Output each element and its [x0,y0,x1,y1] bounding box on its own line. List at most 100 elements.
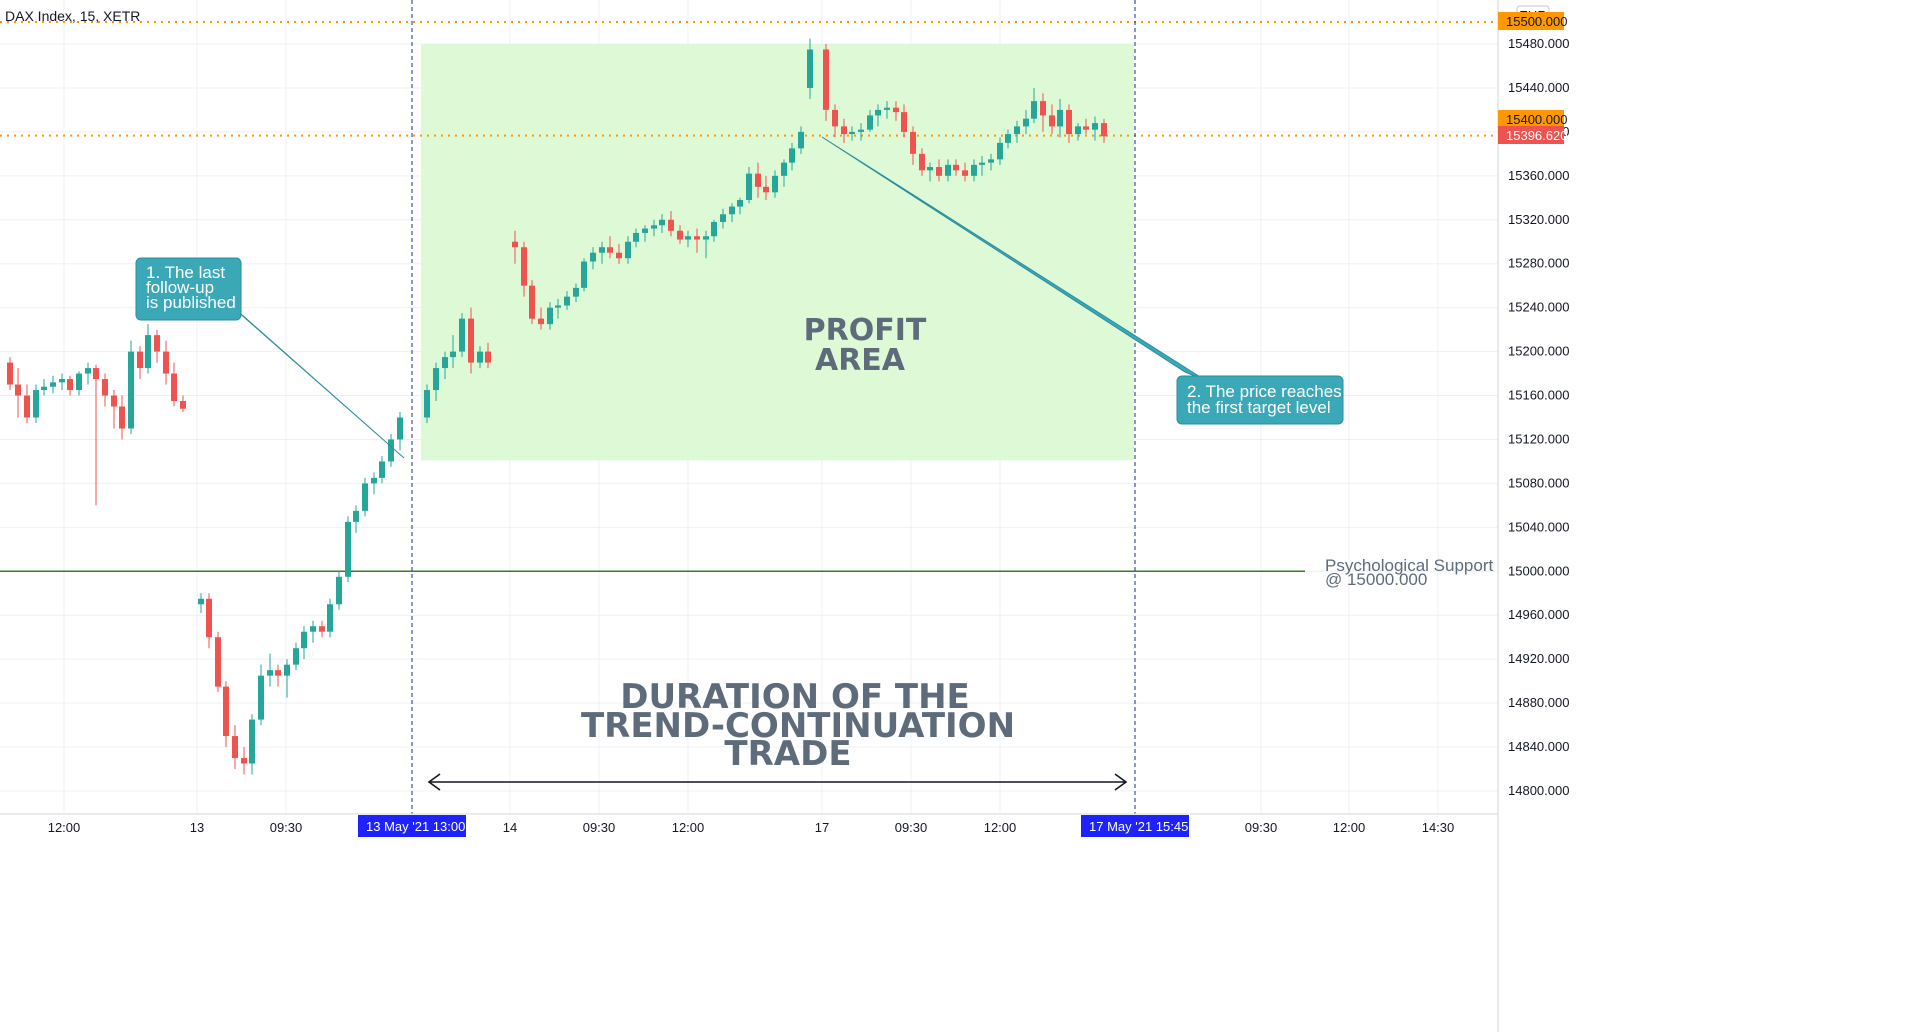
candle-body [988,159,994,163]
callout-follow-up[interactable]: 1. The last follow-up is published [135,257,405,459]
candle-body [867,115,873,130]
candle-body [171,373,177,402]
candle-body [936,167,942,176]
candle-body [763,186,769,193]
candle-body [685,236,691,240]
candle-body [336,576,342,605]
candle-body [371,477,377,484]
candle-body [841,126,847,135]
candle-body [310,626,316,632]
candle-body [789,148,795,163]
candle-body [67,379,73,391]
time-tick-label: 12:00 [672,820,705,835]
candle-body [1101,123,1107,137]
candle-body [823,49,829,110]
candle-body [154,335,160,352]
candle-body [1057,109,1063,127]
candle-body [945,164,951,176]
candle-body [198,598,204,605]
duration-label-line1: DURATION OF THE [620,677,970,717]
candle-body [345,521,351,577]
candle-body [485,351,491,363]
price-tick-label: 15480.000 [1508,36,1569,51]
candle-body [111,395,117,407]
price-tick-label: 14960.000 [1508,607,1569,622]
candle-body [703,236,709,240]
candle-body [1049,115,1055,127]
price-tick-label: 15160.000 [1508,388,1569,403]
candle-body [729,206,735,215]
candle-body [893,107,899,113]
candle-body [633,232,639,242]
duration-arrow [427,773,1128,791]
candle-body [301,631,307,649]
candle-body [267,670,273,676]
candle-body [1066,109,1072,135]
time-tick-label: 09:30 [583,820,616,835]
candle-body [521,247,527,286]
price-tick-label: 14920.000 [1508,651,1569,666]
candle-body [755,173,761,187]
support-label-line1: Psychological Support [1325,556,1493,575]
candle-body [512,241,518,248]
callout-target-reached[interactable]: 2. The price reaches the first target le… [821,136,1344,425]
candle-body [15,384,21,396]
price-badge-top-label: 15500.000 [1506,14,1567,29]
price-tick-label: 15000.000 [1508,563,1569,578]
callout1-line1: 1. The last [146,263,225,282]
candle-body [249,719,255,764]
candle-body [538,318,544,325]
price-badge-top: 15500.000 [1498,12,1567,30]
candle-body [564,296,570,306]
price-tick-label: 15240.000 [1508,300,1569,315]
candle-body [215,637,221,687]
candle-body [884,107,890,110]
duration-label-line2: TREND-CONTINUATION [581,706,1015,746]
candle-body [694,236,700,240]
price-tick-label: 14800.000 [1508,783,1569,798]
profit-area [421,44,1134,461]
candle-body [232,736,238,759]
candle-body [442,357,448,369]
candle-body [424,390,430,418]
price-badge-target: 15400.000 [1498,110,1567,128]
candle-body [547,307,553,325]
candle-body [41,386,47,391]
candle-body [93,368,99,380]
candle-body [798,131,804,149]
profit-label-line1: PROFIT [804,313,927,348]
candle-body [590,252,596,262]
price-badge-current-label: 15396.620 [1506,128,1567,143]
symbol-title: DAX Index, 15, XETR [5,8,140,24]
candle-body [807,49,813,88]
candle-body [832,109,838,127]
candle-body [1075,126,1081,135]
price-tick-label: 15120.000 [1508,431,1569,446]
candle-body [477,351,483,363]
candle-body [979,162,985,165]
price-tick-label: 15200.000 [1508,344,1569,359]
candle-body [781,162,787,176]
candle-body [573,287,579,297]
time-tick-label: 12:00 [1333,820,1366,835]
candle-body [33,390,39,418]
candle-body [919,153,925,171]
time-badge-end-label: 17 May '21 15:45 [1089,819,1188,834]
candle-body [468,318,474,363]
time-axis[interactable]: 12:00 13 09:30 14 09:30 12:00 17 09:30 12:00 09:3… [48,820,1455,835]
candle-body [379,461,385,478]
candle-body [388,439,394,462]
duration-label-line3: TRADE [724,734,851,774]
candle-body [746,173,752,200]
candle-body [353,510,359,522]
candle-body [362,483,368,511]
profit-label-line2: AREA [815,343,906,378]
price-axis[interactable]: 15480.000 15440.000 15400.000 15360.000 1532… [1508,36,1569,798]
candle-body [76,373,82,391]
candle-body [137,351,143,369]
candle-body [625,241,631,259]
candle-body [59,379,65,383]
candle-body [223,686,229,737]
candle-body [849,131,855,135]
